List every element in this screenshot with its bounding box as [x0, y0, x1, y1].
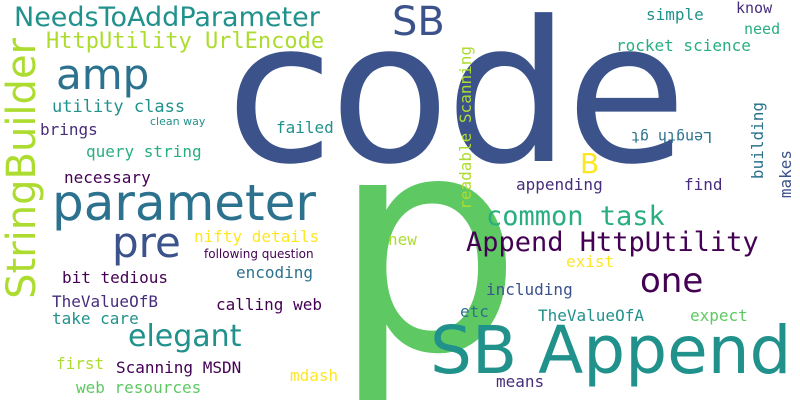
word-nifty-details: nifty details — [194, 227, 320, 246]
word-web-resources: web resources — [76, 378, 202, 397]
word-etc: etc — [460, 302, 489, 321]
word-code: code — [226, 0, 687, 208]
word-calling-web: calling web — [216, 295, 322, 314]
word-building: building — [748, 102, 767, 180]
word-amp: amp — [56, 50, 150, 99]
word-know: know — [736, 0, 773, 17]
word-necessary: necessary — [64, 168, 151, 187]
word-sb-append: SB Append — [430, 312, 792, 389]
word-new: new — [388, 230, 417, 249]
word-mdash: mdash — [290, 366, 339, 385]
word-following-question: following question — [204, 247, 314, 261]
word-encoding: encoding — [236, 263, 314, 282]
word-one: one — [640, 261, 704, 301]
word-length-gt: Length gt — [630, 128, 713, 147]
word-stringbuilder: StringBuilder — [0, 38, 45, 299]
word-makes: makes — [776, 150, 795, 199]
word-failed: failed — [276, 118, 334, 137]
word-thevalueofb: TheValueOfB — [52, 292, 158, 311]
word-simple: simple — [646, 5, 704, 24]
word-clean-way: clean way — [150, 115, 206, 128]
word-appending: appending — [516, 175, 603, 194]
word-b: B — [580, 147, 600, 180]
word-append-httputility: Append HttpUtility — [466, 227, 759, 258]
word-needstoaddparameter: NeedsToAddParameter — [14, 2, 320, 33]
word-thevalueofa: TheValueOfA — [538, 306, 644, 325]
word-elegant: elegant — [128, 319, 242, 354]
word-expect: expect — [690, 306, 748, 325]
word-p: p — [332, 71, 523, 400]
word-sb: SB — [392, 0, 445, 45]
word-need: need — [744, 20, 781, 38]
word-rocket-science: rocket science — [616, 36, 751, 55]
word-exist: exist — [566, 252, 615, 271]
word-query-string: query string — [86, 142, 202, 161]
word-bit-tedious: bit tedious — [62, 268, 168, 287]
word-including: including — [486, 280, 573, 299]
word-brings: brings — [40, 120, 98, 139]
word-take-care: take care — [52, 309, 139, 328]
word-parameter: parameter — [52, 174, 316, 232]
word-httputility-urlencode: HttpUtility UrlEncode — [46, 29, 325, 54]
word-utility-class: utility class — [52, 97, 186, 117]
word-common-task: common task — [486, 201, 665, 232]
word-means: means — [496, 372, 545, 391]
word-first: first — [56, 354, 105, 373]
word-readable-scanning: readable Scanning — [456, 46, 475, 210]
word-pre: pre — [112, 218, 181, 267]
word-find: find — [684, 175, 723, 194]
word-scanning-msdn: Scanning MSDN — [116, 358, 242, 377]
